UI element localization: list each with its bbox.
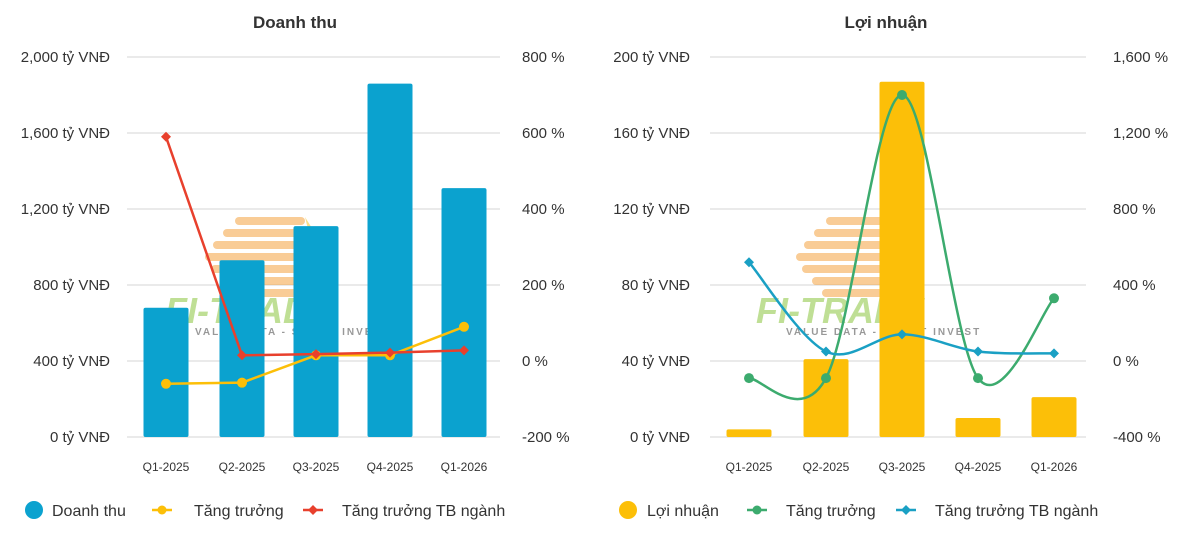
bar[interactable] — [879, 81, 925, 437]
watermark-stripe — [814, 229, 899, 237]
x-tick-label: Q1-2026 — [441, 460, 488, 474]
x-tick-label: Q4-2025 — [367, 460, 414, 474]
y-right-tick-label: 1,200 % — [1113, 125, 1168, 142]
y-right-tick-label: 200 % — [522, 277, 565, 294]
y-left-tick-label: 160 tỷ VNĐ — [613, 125, 690, 142]
y-right-tick-label: 0 % — [1113, 353, 1139, 370]
x-tick-label: Q4-2025 — [955, 460, 1002, 474]
y-right-tick-label: 400 % — [1113, 277, 1156, 294]
y-right-tick-label: 600 % — [522, 125, 565, 142]
y-left-tick-label: 200 tỷ VNĐ — [613, 49, 690, 66]
x-tick-label: Q2-2025 — [803, 460, 850, 474]
bar[interactable] — [1031, 397, 1077, 437]
series-line — [748, 261, 1055, 356]
legend-label: Tăng trưởng TB ngành — [935, 503, 1098, 520]
watermark-tagline: VALUE DATA - SMART INVEST — [195, 327, 390, 338]
series-point[interactable] — [744, 257, 754, 268]
series-point[interactable] — [459, 345, 469, 356]
y-left-tick-label: 120 tỷ VNĐ — [613, 201, 690, 218]
y-left-tick-label: 40 tỷ VNĐ — [622, 353, 691, 370]
y-right-tick-label: 1,600 % — [1113, 49, 1168, 66]
y-right-tick-label: 800 % — [522, 49, 565, 66]
series-point[interactable] — [311, 349, 321, 360]
watermark-stripe — [826, 217, 896, 225]
y-left-tick-label: 0 tỷ VNĐ — [630, 429, 690, 446]
legend-label: Tăng trưởng TB ngành — [342, 503, 505, 520]
legend-marker — [901, 505, 911, 515]
bar[interactable] — [219, 260, 265, 437]
y-left-tick-label: 1,200 tỷ VNĐ — [21, 201, 110, 218]
y-left-tick-label: 800 tỷ VNĐ — [33, 277, 110, 294]
chart-loi-nhuan: Lợi nhuận 0 tỷ VNĐ -400 % 40 tỷ VNĐ 0 % 80 tỷ… — [613, 13, 1168, 520]
legend-label: Tăng trưởng — [786, 503, 876, 520]
series-point[interactable] — [821, 346, 831, 357]
watermark-stripe — [213, 241, 305, 249]
series-point[interactable] — [973, 346, 983, 357]
y-right-tick-label: 800 % — [1113, 201, 1156, 218]
bar[interactable] — [955, 418, 1001, 437]
legend-marker — [25, 501, 43, 519]
watermark-stripe — [235, 217, 305, 225]
bar[interactable] — [441, 188, 487, 437]
x-tick-label: Q1-2025 — [726, 460, 773, 474]
bar[interactable] — [367, 83, 413, 437]
legend: Doanh thu Tăng trưởng Tăng trưởng TB ngành — [25, 501, 505, 520]
y-left-tick-label: 400 tỷ VNĐ — [33, 353, 110, 370]
watermark-stripe — [804, 241, 896, 249]
x-tick-label: Q1-2025 — [143, 460, 190, 474]
bar[interactable] — [143, 307, 189, 437]
bar[interactable] — [293, 226, 339, 437]
bar[interactable] — [803, 359, 849, 437]
series-point[interactable] — [459, 321, 469, 332]
series-point[interactable] — [1049, 293, 1059, 304]
y-right-tick-label: 0 % — [522, 353, 548, 370]
watermark-stripe — [796, 253, 894, 261]
y-right-tick-label: 400 % — [522, 201, 565, 218]
x-tick-label: Q1-2026 — [1031, 460, 1078, 474]
series-point[interactable] — [897, 329, 907, 340]
series-point[interactable] — [161, 378, 171, 389]
chart-title: Doanh thu — [253, 13, 337, 32]
watermark-stripe — [802, 265, 896, 273]
legend-label: Doanh thu — [52, 503, 126, 520]
chart-doanh-thu: Doanh thu 0 tỷ VNĐ -200 % 400 tỷ VNĐ 0 % 800 … — [21, 13, 570, 520]
legend-label: Tăng trưởng — [194, 503, 284, 520]
series-point[interactable] — [897, 90, 907, 100]
y-left-tick-label: 0 tỷ VNĐ — [50, 429, 110, 446]
legend-label: Lợi nhuận — [647, 503, 719, 520]
legend-marker — [619, 501, 637, 519]
legend-marker — [308, 505, 318, 515]
y-left-tick-label: 2,000 tỷ VNĐ — [21, 49, 110, 66]
series-point[interactable] — [161, 131, 171, 142]
y-right-tick-label: -200 % — [522, 429, 570, 446]
series-point[interactable] — [237, 350, 247, 361]
chart-title: Lợi nhuận — [845, 13, 928, 32]
y-left-tick-label: 1,600 tỷ VNĐ — [21, 125, 110, 142]
series-point[interactable] — [1049, 348, 1059, 359]
y-left-tick-label: 80 tỷ VNĐ — [622, 277, 691, 294]
watermark-stripe — [205, 253, 303, 261]
watermark-stripe — [822, 289, 896, 297]
x-tick-label: Q3-2025 — [293, 460, 340, 474]
legend: Lợi nhuận Tăng trưởng Tăng trưởng TB ngành — [619, 501, 1098, 520]
y-right-tick-label: -400 % — [1113, 429, 1161, 446]
legend-marker — [752, 505, 762, 515]
series-point[interactable] — [385, 347, 395, 358]
legend-marker — [157, 505, 167, 515]
x-tick-label: Q2-2025 — [219, 460, 266, 474]
watermark-stripe — [812, 277, 898, 285]
series-point[interactable] — [237, 377, 247, 388]
x-tick-label: Q3-2025 — [879, 460, 926, 474]
series-point[interactable] — [744, 373, 754, 384]
watermark-stripe — [223, 229, 308, 237]
series-point[interactable] — [973, 373, 983, 384]
series-point[interactable] — [821, 373, 831, 384]
bar[interactable] — [726, 429, 772, 437]
